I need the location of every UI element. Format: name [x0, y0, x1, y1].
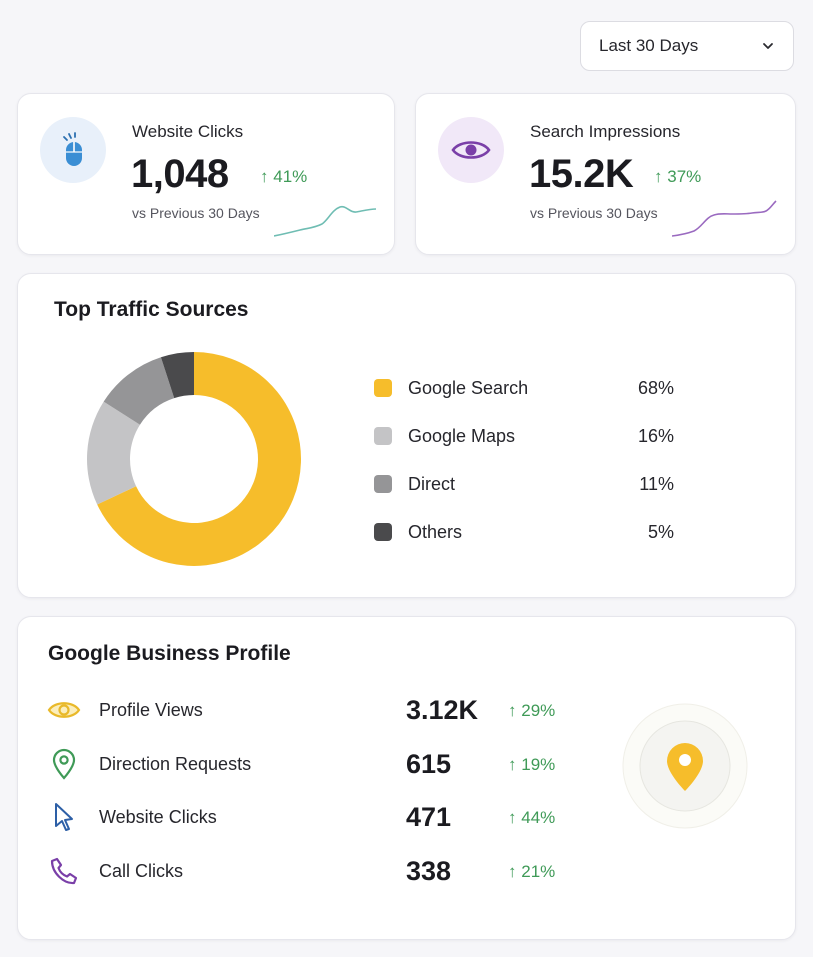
- metric-row: Website Clicks 471 ↑ 44%: [46, 797, 606, 837]
- mouse-icon: [40, 117, 106, 183]
- legend-item: Google Search 68%: [374, 373, 674, 403]
- legend-value: 5%: [647, 521, 674, 542]
- location-pin-icon: [622, 703, 748, 829]
- metric-delta: ↑ 29%: [508, 701, 556, 720]
- business-profile-card: Google Business Profile Profile Views 3.…: [17, 616, 796, 940]
- legend-item: Google Maps 16%: [374, 421, 674, 451]
- legend-value: 16%: [637, 425, 674, 446]
- arrow-up-icon: ↑: [508, 701, 517, 720]
- donut-slice-others: [160, 352, 194, 399]
- traffic-donut-chart: [87, 352, 301, 566]
- section-title: Google Business Profile: [48, 642, 291, 665]
- stat-title: Website Clicks: [132, 122, 244, 141]
- arrow-up-icon: ↑: [508, 862, 517, 881]
- metric-value: 338: [406, 856, 452, 886]
- metric-label: Call Clicks: [99, 861, 184, 881]
- phone-icon: [46, 855, 82, 887]
- metric-row: Profile Views 3.12K ↑ 29%: [46, 690, 606, 730]
- metric-value: 471: [406, 802, 452, 832]
- section-title: Top Traffic Sources: [54, 298, 249, 321]
- website-clicks-card: Website Clicks 1,048 ↑ 41% vs Previous 3…: [17, 93, 395, 255]
- legend-label: Google Search: [408, 377, 529, 398]
- traffic-sources-card: Top Traffic Sources Google Search 68% Goog…: [17, 273, 796, 598]
- eye-icon: [438, 117, 504, 183]
- metric-label: Profile Views: [99, 700, 203, 720]
- legend-value: 68%: [637, 377, 674, 398]
- stat-value: 1,048: [131, 152, 229, 196]
- cursor-icon: [46, 801, 82, 833]
- legend-label: Google Maps: [408, 425, 516, 446]
- eye-icon: [46, 694, 82, 726]
- stat-delta: ↑ 37%: [654, 167, 702, 186]
- legend-swatch: [374, 379, 392, 397]
- legend-label: Direct: [408, 473, 456, 494]
- arrow-up-icon: ↑: [508, 808, 517, 827]
- metric-label: Website Clicks: [99, 807, 217, 827]
- donut-slice-google-maps: [87, 401, 140, 505]
- date-range-select[interactable]: Last 30 Days: [580, 21, 794, 71]
- sparkline-chart: [274, 205, 377, 237]
- legend-swatch: [374, 523, 392, 541]
- metric-row: Call Clicks 338 ↑ 21%: [46, 851, 606, 891]
- arrow-up-icon: ↑: [654, 167, 663, 186]
- stat-subtitle: vs Previous 30 Days: [132, 205, 260, 221]
- legend-swatch: [374, 475, 392, 493]
- stat-delta: ↑ 41%: [260, 167, 308, 186]
- date-range-value: Last 30 Days: [599, 36, 699, 55]
- legend-item: Direct 11%: [374, 469, 674, 499]
- search-impressions-card: Search Impressions 15.2K ↑ 37% vs Previo…: [415, 93, 796, 255]
- stat-subtitle: vs Previous 30 Days: [530, 205, 658, 221]
- legend-swatch: [374, 427, 392, 445]
- map-pin-icon: [46, 748, 82, 780]
- metric-value: 3.12K: [406, 695, 479, 725]
- metric-label: Direction Requests: [99, 754, 252, 774]
- donut-slice-google-search: [97, 352, 301, 566]
- metric-delta: ↑ 21%: [508, 862, 556, 881]
- sparkline-chart: [672, 200, 777, 237]
- arrow-up-icon: ↑: [508, 755, 517, 774]
- chevron-down-icon: [763, 43, 773, 49]
- legend-item: Others 5%: [374, 517, 674, 547]
- arrow-up-icon: ↑: [260, 167, 269, 186]
- metric-delta: ↑ 19%: [508, 755, 556, 774]
- legend-label: Others: [408, 521, 463, 542]
- donut-slice-direct: [103, 357, 175, 425]
- stat-value: 15.2K: [529, 152, 634, 196]
- stat-title: Search Impressions: [530, 122, 681, 141]
- metric-value: 615: [406, 749, 452, 779]
- metric-delta: ↑ 44%: [508, 808, 556, 827]
- metric-row: Direction Requests 615 ↑ 19%: [46, 744, 606, 784]
- legend-value: 11%: [639, 473, 674, 494]
